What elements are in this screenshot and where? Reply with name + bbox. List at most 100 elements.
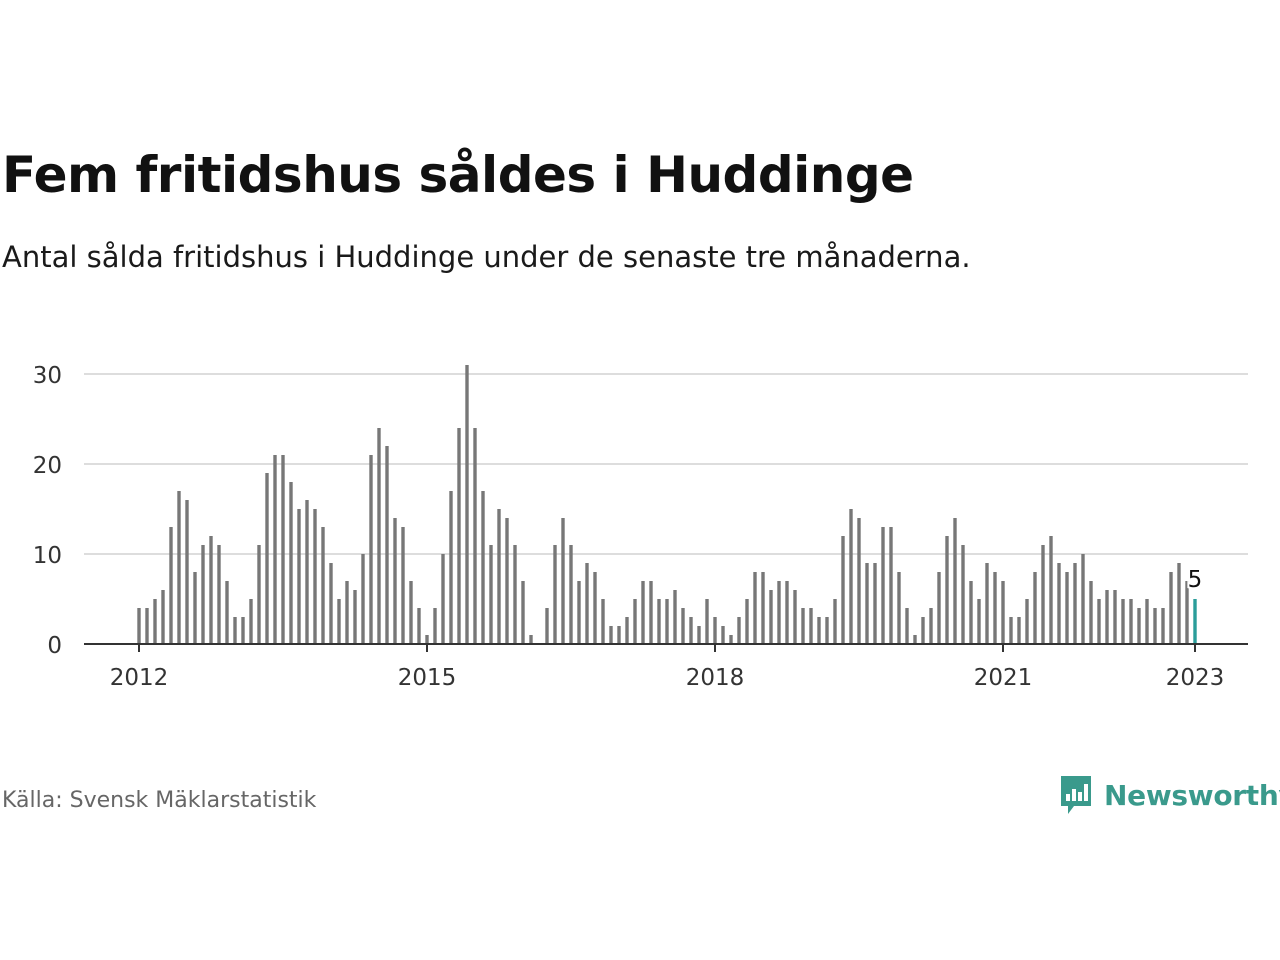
bar xyxy=(977,599,981,644)
bar xyxy=(1001,581,1005,644)
bar xyxy=(393,518,397,644)
bar xyxy=(281,455,285,644)
bar xyxy=(513,545,517,644)
bar xyxy=(873,563,877,644)
bar xyxy=(521,581,525,644)
bar xyxy=(657,599,661,644)
x-tick-label: 2023 xyxy=(1166,665,1225,691)
bar xyxy=(561,518,565,644)
bar xyxy=(1073,563,1077,644)
bar xyxy=(689,617,693,644)
bar xyxy=(1057,563,1061,644)
bar xyxy=(985,563,989,644)
bar xyxy=(297,509,301,644)
bar xyxy=(465,365,469,644)
x-tick-label: 2018 xyxy=(686,665,745,691)
y-tick-label: 10 xyxy=(33,543,62,569)
brand-logo[interactable]: Newsworthy xyxy=(1058,772,1280,818)
bar xyxy=(801,608,805,644)
bar xyxy=(929,608,933,644)
bar xyxy=(209,536,213,644)
bar xyxy=(1169,572,1173,644)
bar xyxy=(385,446,389,644)
bar xyxy=(169,527,173,644)
bar xyxy=(729,635,733,644)
bar xyxy=(1009,617,1013,644)
bar xyxy=(665,599,669,644)
bar xyxy=(953,518,957,644)
bar xyxy=(145,608,149,644)
bar xyxy=(769,590,773,644)
bar xyxy=(969,581,973,644)
bar xyxy=(329,563,333,644)
bar xyxy=(337,599,341,644)
bar xyxy=(177,491,181,644)
data-labels: 5 xyxy=(1186,565,1205,595)
bar xyxy=(1049,536,1053,644)
y-tick-label: 0 xyxy=(47,633,62,659)
bar xyxy=(553,545,557,644)
bar xyxy=(753,572,757,644)
bar xyxy=(601,599,605,644)
chart-title: Fem fritidshus såldes i Huddinge xyxy=(2,146,914,204)
bar-chart: 0 10 20 30 2012 2015 2018 2021 2023 5 xyxy=(33,363,1248,691)
bar xyxy=(193,572,197,644)
bar xyxy=(961,545,965,644)
bar xyxy=(273,455,277,644)
bar xyxy=(401,527,405,644)
bar xyxy=(1097,599,1101,644)
bar xyxy=(1017,617,1021,644)
bar xyxy=(473,428,477,644)
bar xyxy=(897,572,901,644)
bar xyxy=(721,626,725,644)
bar xyxy=(881,527,885,644)
bar xyxy=(1185,581,1189,644)
bar xyxy=(153,599,157,644)
bar xyxy=(1113,590,1117,644)
bar xyxy=(1161,608,1165,644)
bar xyxy=(817,617,821,644)
bar xyxy=(681,608,685,644)
bar-highlight xyxy=(1193,599,1197,644)
bar xyxy=(369,455,373,644)
newsworthy-logo-icon xyxy=(1061,776,1091,814)
bar xyxy=(441,554,445,644)
bar xyxy=(737,617,741,644)
bar xyxy=(577,581,581,644)
x-axis-ticks: 2012 2015 2018 2021 2023 xyxy=(110,644,1225,691)
x-tick-label: 2015 xyxy=(398,665,457,691)
bar xyxy=(1145,599,1149,644)
bar xyxy=(625,617,629,644)
bar xyxy=(865,563,869,644)
bar xyxy=(1089,581,1093,644)
bar xyxy=(1121,599,1125,644)
bar xyxy=(265,473,269,644)
bar xyxy=(241,617,245,644)
bar xyxy=(217,545,221,644)
bar xyxy=(945,536,949,644)
bar xyxy=(617,626,621,644)
bar xyxy=(489,545,493,644)
bar xyxy=(1137,608,1141,644)
bar xyxy=(857,518,861,644)
bar xyxy=(673,590,677,644)
bar xyxy=(913,635,917,644)
bar xyxy=(841,536,845,644)
x-tick-label: 2012 xyxy=(110,665,169,691)
bar xyxy=(185,500,189,644)
bar xyxy=(609,626,613,644)
bar xyxy=(593,572,597,644)
bar xyxy=(1129,599,1133,644)
bar xyxy=(761,572,765,644)
bar xyxy=(457,428,461,644)
bar xyxy=(409,581,413,644)
highlight-value-label: 5 xyxy=(1188,567,1203,593)
bar xyxy=(545,608,549,644)
bar xyxy=(1025,599,1029,644)
bar xyxy=(849,509,853,644)
bar xyxy=(1177,563,1181,644)
bar xyxy=(633,599,637,644)
bar xyxy=(449,491,453,644)
y-axis-ticks: 0 10 20 30 xyxy=(33,363,62,659)
x-tick-label: 2021 xyxy=(974,665,1033,691)
